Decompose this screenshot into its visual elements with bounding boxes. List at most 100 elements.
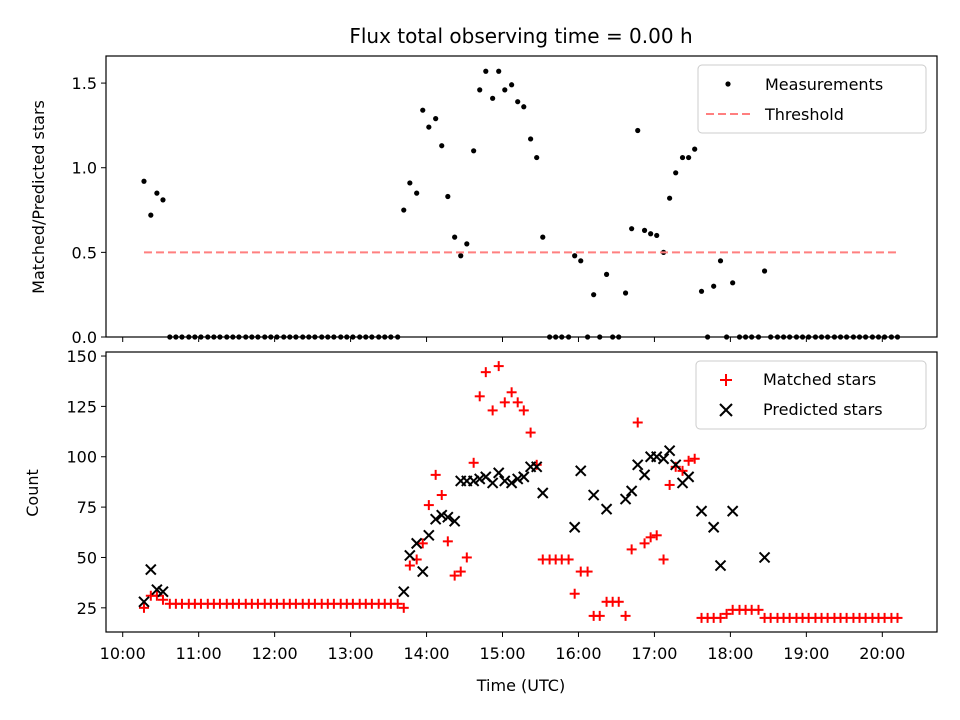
measurements-point-58 (509, 82, 515, 88)
matched-stars-point-47 (436, 490, 447, 501)
matched-stars-point-46 (430, 469, 441, 480)
y-axis-label-ratio: Matched/Predicted stars (29, 100, 48, 294)
x-tick-label-8: 18:00 (707, 644, 753, 663)
matched-stars-point-91 (715, 612, 726, 623)
measurements-point-42 (407, 180, 413, 186)
x-tick-label-6: 16:00 (555, 644, 601, 663)
measurements-point-63 (540, 234, 546, 240)
predicted-stars-point-28 (575, 465, 587, 477)
predicted-stars-point-0 (138, 596, 150, 608)
x-tick-label-9: 19:00 (783, 644, 829, 663)
matched-stars-point-78 (632, 417, 643, 428)
predicted-stars-point-33 (632, 459, 644, 471)
predicted-stars-point-18 (486, 477, 499, 489)
x-tick-label-4: 14:00 (403, 644, 449, 663)
predicted-stars-point-27 (568, 521, 581, 533)
measurements-point-85 (679, 154, 686, 161)
measurements-point-46 (433, 116, 439, 122)
matched-stars-point-76 (620, 610, 631, 621)
measurements-point-73 (603, 271, 610, 277)
matched-stars-point-55 (487, 405, 498, 416)
measurements-point-93 (730, 280, 736, 286)
matched-stars-point-40 (392, 598, 403, 609)
measurements-point-56 (496, 68, 502, 74)
measurements-point-98 (761, 268, 768, 274)
matched-stars-point-61 (525, 427, 536, 438)
x-tick-label-3: 13:00 (328, 644, 374, 663)
y-tick-label-1-2: 75 (77, 498, 97, 517)
predicted-stars-point-44 (714, 559, 727, 572)
matched-stars-point-57 (499, 397, 510, 408)
matched-stars-point-60 (518, 405, 529, 416)
measurements-point-86 (686, 154, 692, 161)
predicted-stars-point-12 (448, 515, 461, 527)
predicted-stars-point-25 (530, 461, 543, 473)
measurements-point-80 (648, 231, 654, 237)
matched-stars-point-41 (398, 602, 409, 613)
predicted-stars-point-42 (695, 505, 708, 517)
ratio-legend: Measurements Threshold (697, 64, 927, 134)
y-tick-label-0-2: 1.0 (72, 159, 97, 178)
predicted-stars-point-16 (474, 473, 486, 485)
predicted-stars-point-21 (505, 477, 518, 489)
measurements-point-44 (420, 107, 426, 113)
matched-stars-point-82 (658, 554, 669, 565)
predicted-stars-point-39 (669, 459, 682, 471)
measurements-point-84 (673, 170, 679, 176)
predicted-stars-point-6 (410, 537, 423, 550)
y-tick-label-0-1: 0.5 (72, 243, 97, 262)
matched-stars-point-86 (683, 455, 694, 466)
matched-stars-point-3 (157, 594, 168, 605)
predicted-stars-point-43 (707, 521, 720, 533)
measurements-point-41 (401, 207, 407, 213)
matched-stars-point-56 (493, 361, 504, 372)
matched-stars-point-0 (138, 602, 149, 613)
predicted-stars-point-7 (417, 565, 429, 578)
matched-stars-point-83 (664, 479, 675, 490)
matched-stars-point-53 (474, 391, 485, 402)
measurements-point-83 (667, 195, 673, 201)
measurements-point-49 (452, 234, 458, 240)
y-axis-label-count: Count (23, 469, 42, 517)
matched-stars-point-48 (442, 536, 453, 547)
measurements-point-0 (141, 178, 147, 184)
x-axis-label: Time (UTC) (476, 676, 565, 695)
x-tick-label-5: 15:00 (479, 644, 525, 663)
measurements-legend-label: Measurements (765, 75, 883, 94)
matched-stars-point-68 (569, 588, 580, 599)
predicted-stars-point-9 (429, 513, 442, 525)
matched-stars-point-52 (468, 457, 479, 468)
matched-stars-point-54 (480, 367, 491, 378)
measurements-point-3 (160, 197, 166, 203)
matched-stars-point-119 (892, 612, 903, 623)
measurements-point-51 (464, 241, 470, 247)
matched-stars-point-50 (455, 566, 466, 577)
x-tick-label-2: 12:00 (252, 644, 298, 663)
y-tick-label-1-0: 25 (77, 599, 97, 618)
measurements-point-76 (622, 290, 629, 296)
matched-stars-point-77 (626, 544, 637, 555)
predicted-stars-point-41 (682, 471, 695, 483)
measurements-legend-marker (725, 81, 731, 87)
measurements-point-69 (578, 258, 584, 264)
matched-stars-point-49 (449, 570, 460, 581)
matched-stars-point-67 (563, 554, 574, 565)
count-panel: 25 50 75 100 125 150 10:00 11:00 12:00 13:00 14:00… (66, 347, 938, 663)
measurements-point-45 (426, 124, 432, 130)
predicted-stars-point-19 (493, 467, 505, 479)
y-tick-label-1-3: 100 (66, 448, 97, 467)
matched-stars-point-42 (404, 560, 415, 571)
measurements-point-71 (591, 292, 597, 298)
predicted-stars-point-4 (398, 586, 410, 598)
measurements-point-79 (641, 227, 648, 233)
predicted-legend-label: Predicted stars (763, 400, 883, 419)
predicted-stars-point-15 (467, 475, 480, 487)
measurements-point-81 (654, 232, 660, 239)
axes-frame-1 (105, 351, 938, 633)
x-tick-label-0: 10:00 (100, 644, 146, 663)
predicted-stars-point-46 (758, 551, 771, 564)
y-tick-label-1-5: 150 (66, 347, 97, 366)
measurements-point-57 (502, 87, 508, 93)
measurements-point-53 (477, 87, 483, 93)
